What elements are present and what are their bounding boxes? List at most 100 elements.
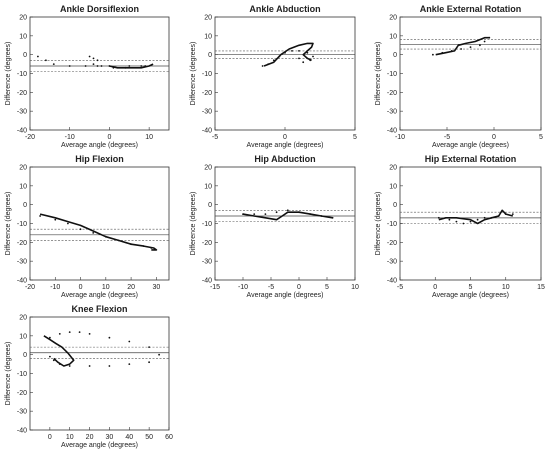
data-point	[437, 216, 440, 219]
y-tick-label: -20	[17, 90, 27, 97]
data-point	[462, 222, 465, 225]
data-point	[92, 57, 95, 60]
y-tick-label: -10	[387, 71, 397, 78]
data-point	[432, 53, 434, 56]
y-tick-label: 10	[204, 183, 212, 190]
y-tick-label: 20	[19, 315, 27, 322]
y-tick-label: 10	[389, 33, 397, 40]
data-point	[79, 228, 82, 231]
y-tick-label: 0	[393, 52, 397, 59]
data-point	[68, 365, 71, 367]
chart-title: Hip External Rotation	[425, 154, 517, 164]
data-point	[49, 355, 51, 358]
data-point	[58, 333, 61, 335]
data-point	[67, 222, 69, 225]
y-tick-label: -10	[387, 221, 397, 228]
plot-frame	[29, 16, 170, 131]
data-point	[253, 213, 256, 216]
data-point	[298, 57, 300, 60]
y-tick-label: 0	[23, 202, 27, 209]
y-tick-label: 20	[204, 15, 212, 22]
y-axis-label: Difference (degrees)	[375, 42, 382, 106]
data-point	[108, 365, 111, 367]
chart-title: Hip Flexion	[75, 154, 124, 164]
x-tick-label: 0	[297, 284, 301, 291]
y-tick-label: -20	[17, 390, 27, 397]
data-trace-solid	[435, 36, 490, 56]
y-tick-label: 0	[208, 202, 212, 209]
x-axis-label: Average angle (degrees)	[61, 442, 138, 449]
data-point	[148, 346, 151, 348]
x-tick-label: 10	[502, 284, 510, 291]
data-point	[460, 48, 462, 50]
data-point	[92, 63, 95, 65]
x-tick-label: 30	[152, 284, 160, 291]
x-tick-label: 10	[102, 284, 110, 291]
y-tick-label: -10	[17, 71, 27, 78]
data-trace-solid	[43, 335, 75, 367]
chart-panel: Ankle Dorsiflexion -40 -30 -20 -10 0 10 20 -20 -1…	[5, 4, 170, 149]
y-tick-label: -30	[17, 109, 27, 116]
x-tick-label: 15	[537, 284, 545, 291]
data-trace-solid	[39, 213, 158, 251]
y-axis-label: Difference (degrees)	[190, 42, 197, 106]
y-tick-label: 0	[23, 52, 27, 59]
x-tick-label: 20	[86, 434, 94, 441]
y-axis-label: Difference (degrees)	[190, 192, 197, 256]
chart-title: Ankle Dorsiflexion	[60, 4, 139, 14]
x-tick-label: -10	[65, 134, 75, 141]
data-point	[84, 65, 87, 67]
x-tick-label: 30	[106, 434, 114, 441]
x-tick-label: 5	[469, 284, 473, 291]
x-tick-label: 50	[145, 434, 153, 441]
data-point	[52, 63, 55, 65]
y-tick-label: 20	[389, 165, 397, 172]
x-axis-label: Average angle (degrees)	[432, 142, 509, 149]
data-point	[88, 365, 91, 367]
y-tick-label: -10	[202, 71, 212, 78]
y-tick-label: -40	[17, 428, 27, 435]
y-tick-label: -40	[17, 128, 27, 135]
x-tick-label: 0	[48, 434, 52, 441]
data-point	[476, 218, 479, 221]
data-point	[469, 46, 472, 48]
x-tick-label: 5	[539, 134, 543, 141]
x-tick-label: 0	[283, 134, 287, 141]
plot-frame	[29, 166, 170, 281]
x-tick-label: 40	[125, 434, 133, 441]
y-tick-label: 10	[19, 33, 27, 40]
x-tick-label: 0	[79, 284, 83, 291]
x-tick-label: -10	[395, 134, 405, 141]
x-axis-label: Average angle (degrees)	[61, 292, 138, 299]
y-tick-label: 20	[389, 15, 397, 22]
y-tick-label: 0	[23, 352, 27, 359]
x-axis-label: Average angle (degrees)	[432, 292, 509, 299]
data-point	[275, 211, 278, 214]
data-point	[37, 55, 39, 58]
x-tick-label: 10	[145, 134, 153, 141]
chart-title: Hip Abduction	[254, 154, 315, 164]
y-tick-label: 10	[19, 183, 27, 190]
y-tick-label: -30	[202, 109, 212, 116]
data-point	[158, 353, 161, 356]
data-point	[302, 61, 305, 64]
data-point	[128, 65, 131, 67]
x-tick-label: -5	[444, 134, 450, 141]
data-point	[448, 218, 451, 221]
chart-panel: Ankle Abduction -40 -30 -20 -10 0 10 20 -5 0 5 Aver…	[190, 4, 357, 149]
y-axis-label: Difference (degrees)	[5, 342, 12, 406]
y-tick-label: -30	[202, 259, 212, 266]
x-tick-label: -10	[50, 284, 60, 291]
data-point	[108, 336, 111, 339]
y-tick-label: -10	[17, 221, 27, 228]
x-tick-label: -5	[397, 284, 403, 291]
chart-title: Ankle External Rotation	[420, 4, 522, 14]
data-point	[483, 40, 486, 43]
x-tick-label: -20	[25, 284, 35, 291]
y-tick-label: 0	[208, 52, 212, 59]
x-axis-label: Average angle (degrees)	[247, 142, 324, 149]
data-point	[312, 55, 314, 58]
y-tick-label: -20	[17, 240, 27, 247]
data-trace-solid	[263, 42, 314, 67]
y-axis-label: Difference (degrees)	[5, 42, 12, 106]
